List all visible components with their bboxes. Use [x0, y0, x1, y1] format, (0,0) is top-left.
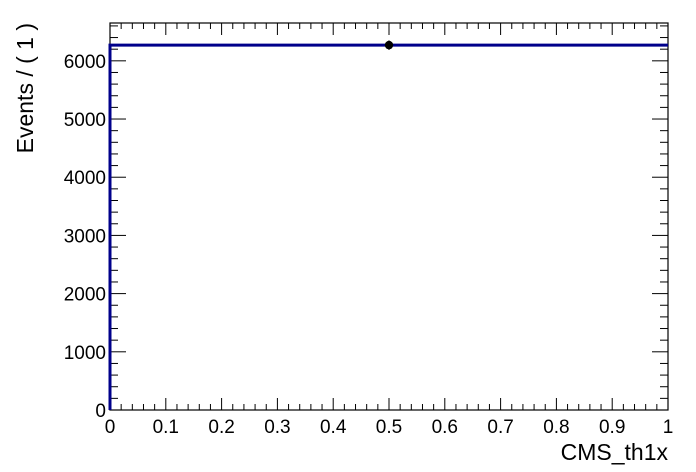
- x-tick-label: 0.2: [208, 417, 234, 438]
- y-tick-label: 4000: [64, 168, 106, 189]
- x-tick-label: 0.6: [432, 417, 458, 438]
- x-tick-label: 0.1: [153, 417, 179, 438]
- x-axis: 0 0.1 0.2 0.3 0.4 0.5 0.6 0.7 0.8 0.9 1: [105, 23, 674, 438]
- fit-curve: [108, 43, 668, 410]
- x-tick-label: 0.3: [264, 417, 290, 438]
- x-tick-label: 0.9: [599, 417, 625, 438]
- y-tick-label: 1000: [64, 343, 106, 364]
- y-tick-label: 0: [95, 401, 106, 422]
- y-tick-label: 6000: [64, 52, 106, 73]
- y-tick-label: 3000: [64, 226, 106, 247]
- plot-frame: [109, 22, 669, 411]
- y-tick-label: 5000: [64, 110, 106, 131]
- x-tick-label: 0: [105, 417, 116, 438]
- x-tick-label: 0.4: [320, 417, 347, 438]
- y-axis: 0 1000 2000 3000 4000 5000 6000: [64, 25, 668, 422]
- x-tick-label: 0.8: [543, 417, 569, 438]
- x-tick-label: 0.7: [487, 417, 513, 438]
- x-tick-label: 1: [663, 417, 674, 438]
- series-layer: [108, 40, 668, 410]
- x-tick-label: 0.5: [376, 417, 402, 438]
- data-point: [384, 40, 394, 50]
- y-axis-label: Events / ( 1 ): [12, 23, 38, 153]
- y-tick-label: 2000: [64, 285, 106, 306]
- x-axis-label: CMS_th1x: [561, 439, 669, 465]
